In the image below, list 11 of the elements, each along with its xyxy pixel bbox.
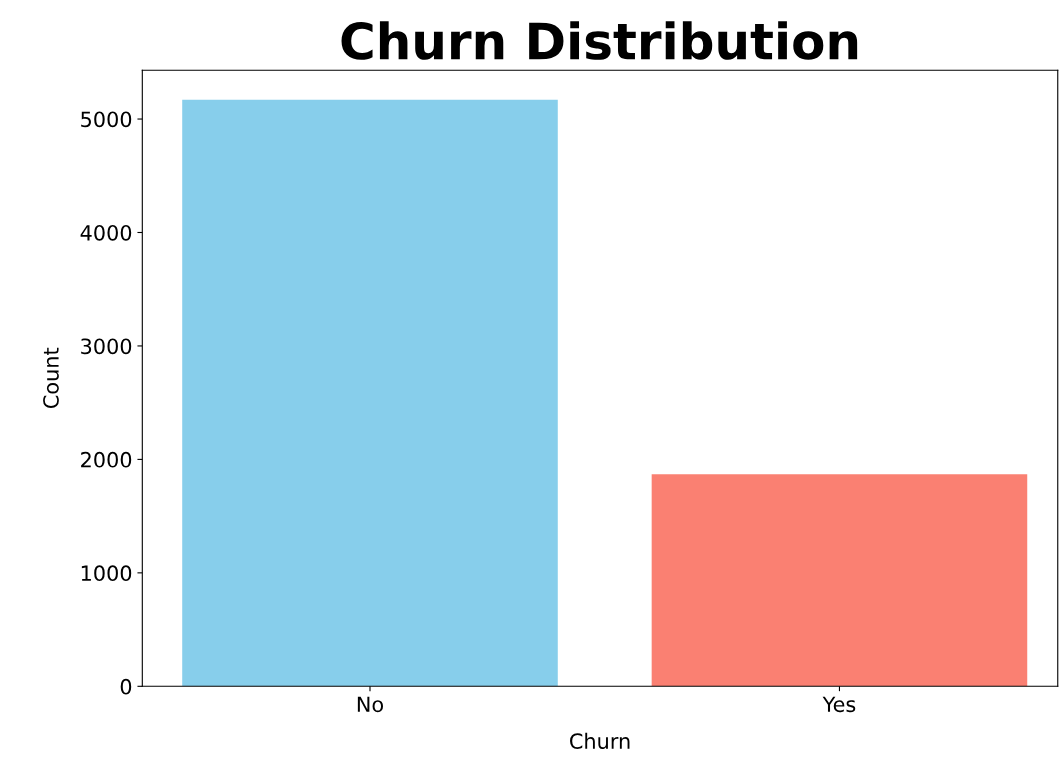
x-tick-label: No [357, 696, 384, 713]
y-tick-label: 4000 [80, 224, 132, 241]
x-tick-label: Yes [822, 696, 856, 713]
y-axis-title: Count [43, 347, 59, 409]
y-tick-label: 2000 [81, 451, 132, 468]
y-tick-label: 5000 [81, 111, 132, 128]
y-tick-label: 3000 [81, 338, 132, 355]
y-tick-label: 1000 [81, 565, 132, 582]
y-tick-label: 0 [120, 678, 132, 695]
chart-title: Churn Distribution [341, 21, 858, 60]
x-axis-title: Churn [570, 732, 630, 749]
